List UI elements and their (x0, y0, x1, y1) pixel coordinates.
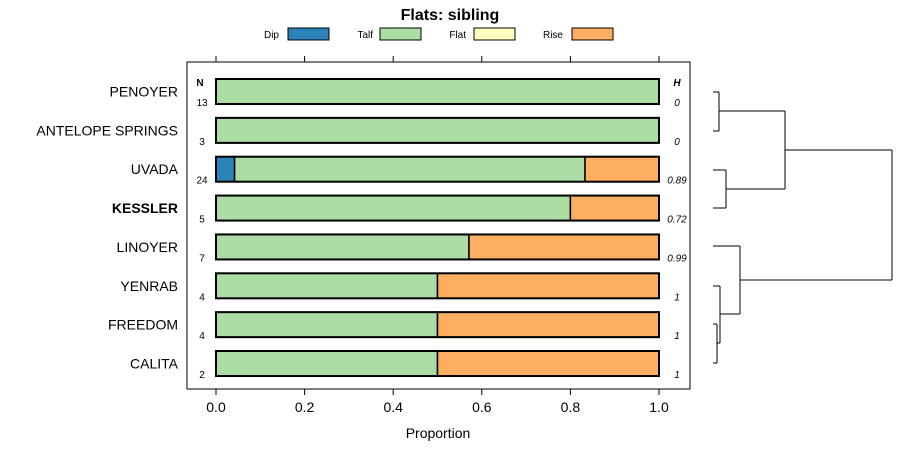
row-label: CALITA (130, 356, 179, 372)
row-label: FREEDOM (108, 317, 178, 333)
bar-outline (215, 233, 660, 261)
bar-segment-talf (215, 194, 572, 222)
chart-title: Flats: sibling (401, 7, 500, 24)
h-value: 1 (674, 331, 680, 342)
h-value: 0.99 (667, 253, 687, 264)
h-value: 0.72 (667, 215, 687, 226)
bar-segment-dip (215, 155, 236, 183)
n-value: 3 (199, 137, 205, 148)
plot-area: 0.0 0.2 0.4 0.6 0.8 1.0N H13 03 024 0.895 0.727 0.9… (186, 56, 691, 415)
row-label: YENRAB (120, 278, 178, 294)
n-value: 24 (196, 176, 208, 187)
h-value: 0.89 (667, 176, 687, 187)
row-label: UVADA (131, 161, 179, 177)
n-value: 5 (199, 215, 205, 226)
bar-segment-rise (436, 311, 660, 338)
row-label: KESSLER (112, 200, 178, 216)
n-value: 4 (199, 331, 205, 342)
n-value: 4 (199, 292, 205, 303)
n-value: 7 (199, 253, 205, 264)
bar-segment-rise (436, 350, 660, 377)
bar-segment-talf (215, 117, 660, 144)
site-labels: PENOYER ANTELOPE SPRINGS UVADA KESSLER LINOY… (36, 84, 178, 372)
legend-swatch-rise (571, 27, 614, 41)
h-value: 1 (674, 370, 680, 381)
x-tick-label: 0.6 (472, 399, 492, 415)
bar-segment-talf (215, 272, 439, 300)
bar-segment-talf (215, 233, 470, 261)
n-column-header: N (196, 78, 203, 89)
legend-label-dip: Dip (264, 30, 279, 41)
legend-label-talf: Talf (357, 30, 373, 41)
row-label: PENOYER (110, 84, 178, 100)
n-value: 13 (196, 98, 208, 109)
x-tick-label: 0.8 (561, 399, 581, 415)
h-value: 0 (674, 137, 680, 148)
bar-outline (215, 272, 660, 300)
x-tick-label: 0.0 (206, 399, 226, 415)
legend-label-rise: Rise (543, 30, 563, 41)
legend-swatch-talf (379, 27, 422, 41)
row-label: ANTELOPE SPRINGS (36, 122, 178, 138)
x-tick-label: 0.2 (295, 399, 315, 415)
bar-outline (215, 194, 660, 222)
plot-border (186, 61, 691, 390)
bar-segment-talf (215, 311, 439, 338)
legend-swatch-flat (473, 27, 516, 41)
row-label: LINOYER (117, 239, 178, 255)
bar-outline (215, 116, 660, 144)
legend-swatch-dip (287, 27, 330, 41)
bar-segment-talf (215, 78, 660, 105)
bar-segment-rise (468, 233, 660, 261)
h-value: 1 (674, 292, 680, 303)
dendrogram (713, 91, 893, 364)
legend: Dip Talf Flat Rise (264, 27, 614, 41)
bar-outline (215, 350, 660, 378)
bar-outline (215, 78, 660, 105)
h-value: 0 (674, 98, 680, 109)
x-axis-title: Proportion (406, 425, 471, 441)
bar-segment-talf (215, 350, 439, 377)
bar-segment-talf (233, 155, 586, 183)
bar-segment-rise (584, 155, 660, 183)
h-column-header: H (673, 78, 681, 89)
bar-outline (215, 311, 660, 339)
x-tick-label: 1.0 (649, 399, 669, 415)
bar-segment-rise (436, 272, 660, 300)
bar-outline (215, 155, 660, 183)
x-tick-label: 0.4 (383, 399, 403, 415)
legend-label-flat: Flat (449, 30, 466, 41)
bar-segment-rise (569, 194, 660, 222)
n-value: 2 (199, 370, 205, 381)
